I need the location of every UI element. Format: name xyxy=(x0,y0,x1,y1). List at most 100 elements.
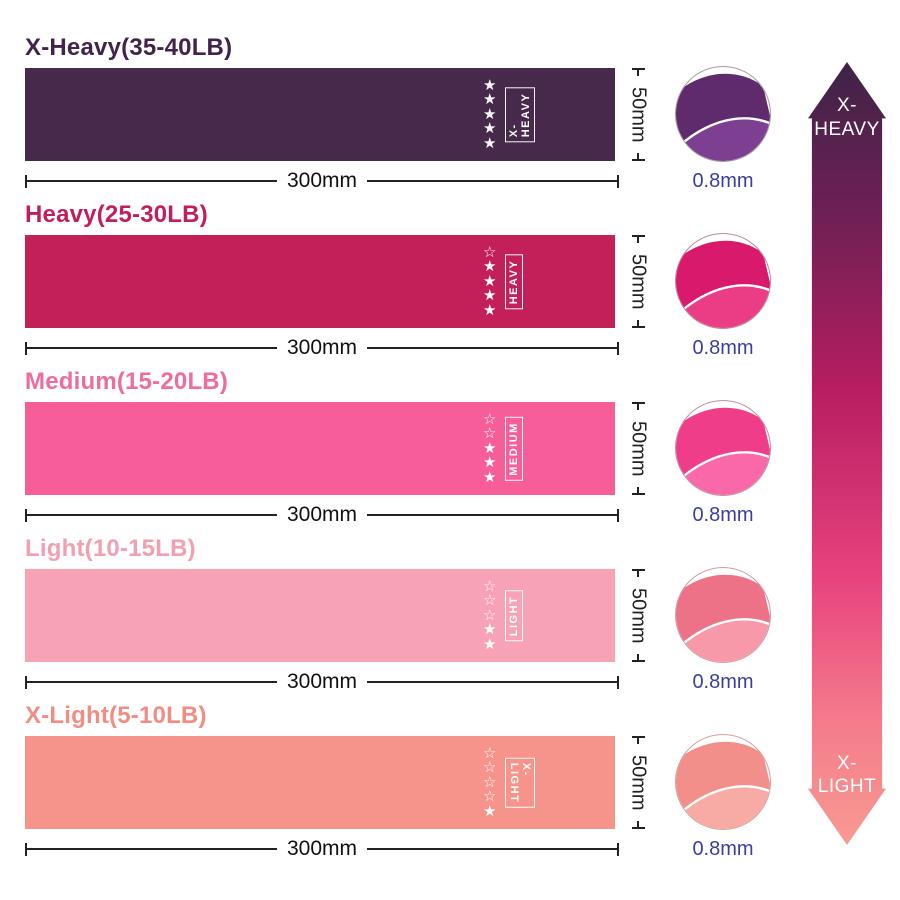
measure-stub xyxy=(637,487,639,493)
measure-cap xyxy=(631,68,645,70)
band-title: Light(10-15LB) xyxy=(25,535,196,562)
measure-line xyxy=(367,347,617,349)
measure-line xyxy=(27,848,277,850)
width-measure: 300mm xyxy=(25,169,619,192)
measure-stub xyxy=(637,70,639,76)
measure-line xyxy=(367,514,617,516)
width-measure: 300mm xyxy=(25,670,619,693)
band-column: X-Heavy(35-40LB) ★ ★ ★ ★ ★ X-HEAVY 50mm xyxy=(0,34,653,201)
measure-cap xyxy=(631,569,645,571)
thickness-label: 0.8mm xyxy=(692,671,754,693)
measure-line xyxy=(27,681,277,683)
band-tag: X-HEAVY xyxy=(505,87,535,142)
thickness-photo-column: 0.8mm xyxy=(653,201,793,368)
band-row: Medium(15-20LB) ☆ ☆ ★ ★ ★ MEDIUM 50mm xyxy=(0,368,800,535)
band-row: Light(10-15LB) ☆ ☆ ☆ ★ ★ LIGHT 50mm xyxy=(0,535,800,702)
band-line: ☆ ★ ★ ★ ★ HEAVY 50mm xyxy=(25,235,653,328)
arrow-top-label: X- HEAVY xyxy=(814,95,880,140)
measure-cap xyxy=(631,660,645,662)
measure-tick xyxy=(617,842,619,856)
band-fold-outer xyxy=(676,73,770,160)
band-tag: HEAVY xyxy=(505,254,523,309)
measure-line xyxy=(367,681,617,683)
height-measure: 50mm xyxy=(623,402,653,495)
intensity-arrow: X- HEAVY X- LIGHT xyxy=(808,62,886,845)
width-measure-label: 300mm xyxy=(286,336,358,359)
measure-stub xyxy=(637,320,639,326)
measure-cap xyxy=(631,493,645,495)
measure-stub xyxy=(637,404,639,410)
band-line: ★ ★ ★ ★ ★ X-HEAVY 50mm xyxy=(25,68,653,161)
measure-cap xyxy=(631,159,645,161)
height-measure: 50mm xyxy=(623,235,653,328)
band-row: X-Heavy(35-40LB) ★ ★ ★ ★ ★ X-HEAVY 50mm xyxy=(0,34,800,201)
measure-tick xyxy=(25,341,27,355)
band-column: X-Light(5-10LB) ☆ ☆ ☆ ☆ ★ X-LIGHT 50mm xyxy=(0,702,653,869)
height-measure-label: 50mm xyxy=(627,420,650,477)
band-swatch: ☆ ☆ ★ ★ ★ MEDIUM xyxy=(25,402,615,495)
band-title: X-Light(5-10LB) xyxy=(25,702,207,729)
measure-stub xyxy=(637,654,639,660)
band-title: Heavy(25-30LB) xyxy=(25,201,208,228)
arrow-bottom-label: X- LIGHT xyxy=(817,752,877,798)
thickness-label: 0.8mm xyxy=(692,838,754,860)
thickness-photo-column: 0.8mm xyxy=(653,702,793,869)
width-measure: 300mm xyxy=(25,336,619,359)
band-column: Medium(15-20LB) ☆ ☆ ★ ★ ★ MEDIUM 50mm xyxy=(0,368,653,535)
thickness-photo xyxy=(675,66,771,162)
measure-tick xyxy=(617,341,619,355)
star-rating: ☆ ☆ ★ ★ ★ xyxy=(483,410,497,486)
height-measure-label: 50mm xyxy=(627,86,650,143)
thickness-photo-column: 0.8mm xyxy=(653,34,793,201)
band-column: Light(10-15LB) ☆ ☆ ☆ ★ ★ LIGHT 50mm xyxy=(0,535,653,702)
width-measure: 300mm xyxy=(25,503,619,526)
band-fold-outer xyxy=(676,407,770,494)
width-measure-label: 300mm xyxy=(286,169,358,192)
star-rating: ☆ ☆ ☆ ★ ★ xyxy=(483,577,497,653)
thickness-label: 0.8mm xyxy=(692,170,754,192)
star-rating: ★ ★ ★ ★ ★ xyxy=(483,76,497,152)
measure-cap xyxy=(631,326,645,328)
thickness-photo xyxy=(675,233,771,329)
band-line: ☆ ☆ ★ ★ ★ MEDIUM 50mm xyxy=(25,402,653,495)
measure-tick xyxy=(617,675,619,689)
measure-tick xyxy=(25,508,27,522)
band-swatch: ☆ ☆ ☆ ★ ★ LIGHT xyxy=(25,569,615,662)
measure-tick xyxy=(617,508,619,522)
thickness-label: 0.8mm xyxy=(692,504,754,526)
band-rows: X-Heavy(35-40LB) ★ ★ ★ ★ ★ X-HEAVY 50mm xyxy=(0,34,800,869)
measure-tick xyxy=(617,174,619,188)
band-title: Medium(15-20LB) xyxy=(25,368,229,395)
thickness-photo-column: 0.8mm xyxy=(653,535,793,702)
measure-line xyxy=(367,848,617,850)
measure-stub xyxy=(637,153,639,159)
width-measure-label: 300mm xyxy=(286,670,358,693)
measure-line xyxy=(367,180,617,182)
band-column: Heavy(25-30LB) ☆ ★ ★ ★ ★ HEAVY 50mm xyxy=(0,201,653,368)
measure-cap xyxy=(631,402,645,404)
thickness-photo xyxy=(675,400,771,496)
band-tag: MEDIUM xyxy=(505,416,523,481)
height-measure-label: 50mm xyxy=(627,587,650,644)
measure-cap xyxy=(631,736,645,738)
height-measure: 50mm xyxy=(623,569,653,662)
star-rating: ☆ ★ ★ ★ ★ xyxy=(483,243,497,319)
band-swatch: ☆ ☆ ☆ ☆ ★ X-LIGHT xyxy=(25,736,615,829)
measure-stub xyxy=(637,237,639,243)
band-tag: LIGHT xyxy=(505,590,523,641)
band-swatch: ★ ★ ★ ★ ★ X-HEAVY xyxy=(25,68,615,161)
measure-tick xyxy=(25,174,27,188)
measure-cap xyxy=(631,827,645,829)
band-line: ☆ ☆ ☆ ★ ★ LIGHT 50mm xyxy=(25,569,653,662)
band-row: Heavy(25-30LB) ☆ ★ ★ ★ ★ HEAVY 50mm xyxy=(0,201,800,368)
thickness-photo-column: 0.8mm xyxy=(653,368,793,535)
height-measure: 50mm xyxy=(623,68,653,161)
band-fold-outer xyxy=(676,240,770,327)
thickness-photo xyxy=(675,567,771,663)
measure-line xyxy=(27,347,277,349)
band-swatch: ☆ ★ ★ ★ ★ HEAVY xyxy=(25,235,615,328)
measure-cap xyxy=(631,235,645,237)
band-line: ☆ ☆ ☆ ☆ ★ X-LIGHT 50mm xyxy=(25,736,653,829)
band-title: X-Heavy(35-40LB) xyxy=(25,34,233,61)
